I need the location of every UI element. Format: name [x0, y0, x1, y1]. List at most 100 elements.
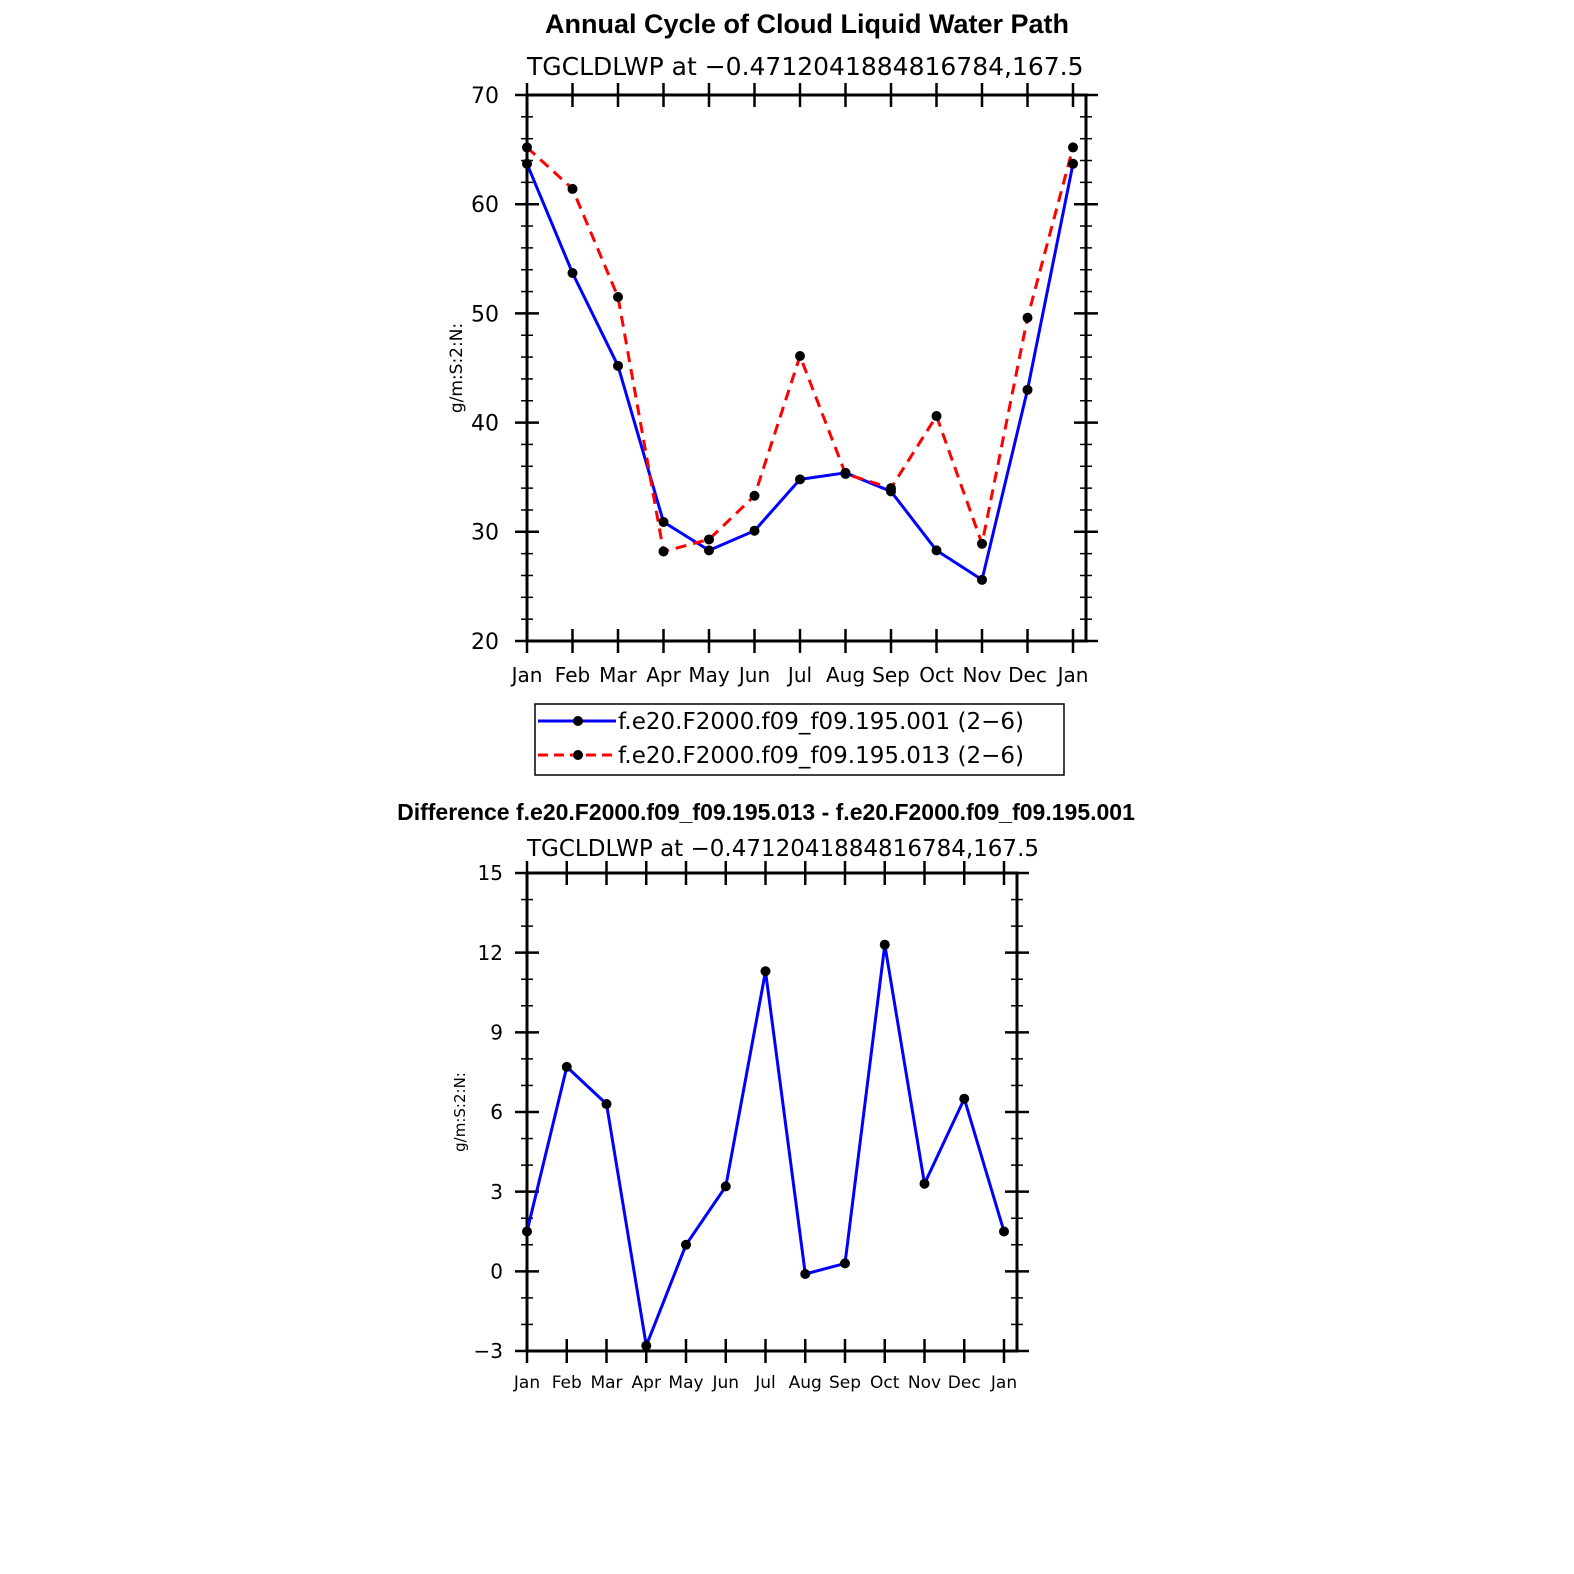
data-point-series-2	[840, 468, 851, 479]
data-point-series-2	[704, 534, 714, 545]
y-tick-labels: −3 0 3 6 9 12 15	[474, 861, 503, 1363]
data-point-series-1	[522, 158, 532, 169]
data-point-series-1	[658, 516, 669, 527]
legend-label-series-2: f.e20.F2000.f09_f09.195.013 (2−6)	[618, 743, 1024, 769]
x-tick-label: Jun	[737, 663, 770, 687]
x-tick-label: Oct	[870, 1373, 900, 1393]
plot-axes	[515, 83, 1098, 653]
x-tick-label: Aug	[789, 1373, 822, 1393]
x-tick-label: Jun	[711, 1373, 739, 1393]
chart-title: Difference f.e20.F2000.f09_f09.195.013 -…	[397, 799, 1135, 825]
data-point-series-1	[567, 267, 578, 278]
series-lines	[525, 146, 1075, 582]
data-point-series-1	[919, 1178, 930, 1189]
series-line-1	[525, 943, 1006, 1348]
x-tick-label: Jan	[513, 1373, 540, 1393]
data-point-series-2	[1022, 312, 1033, 323]
data-point-series-2	[1068, 142, 1078, 153]
chart-subtitle: TGCLDLWP at −0.4712041884816784,167.5	[526, 52, 1084, 81]
plot-frame	[525, 871, 1019, 1353]
x-tick-label: Mar	[599, 663, 638, 687]
y-tick-label: 3	[490, 1180, 503, 1204]
legend-box	[534, 703, 1065, 776]
data-point-series-1	[800, 1268, 811, 1279]
data-point-series-1	[681, 1239, 691, 1250]
y-tick-label: 15	[478, 861, 503, 885]
legend: f.e20.F2000.f09_f09.195.001 (2−6) f.e20.…	[534, 703, 1065, 776]
series-line-1	[525, 163, 1075, 582]
data-point-series-2	[658, 546, 669, 557]
data-point-series-1	[704, 545, 714, 556]
data-point-series-1	[999, 1226, 1009, 1237]
data-point-series-1	[931, 545, 942, 556]
x-tick-label: Jan	[1056, 663, 1089, 687]
data-point-series-1	[879, 939, 890, 950]
data-point-series-1	[522, 1226, 532, 1237]
y-tick-label: 0	[490, 1260, 503, 1284]
chart-title: Annual Cycle of Cloud Liquid Water Path	[545, 9, 1069, 39]
data-point-series-1	[749, 525, 760, 536]
y-axis-label: g/m:S:2:N:	[451, 1072, 469, 1152]
x-tick-label: Feb	[552, 1373, 582, 1393]
legend-label-series-1: f.e20.F2000.f09_f09.195.001 (2−6)	[618, 709, 1024, 735]
y-axis-label: g/m:S:2:N:	[447, 323, 467, 413]
series-lines	[525, 943, 1006, 1348]
data-point-series-2	[749, 490, 760, 501]
x-tick-label: Apr	[646, 663, 681, 687]
y-tick-label: 60	[471, 193, 499, 218]
x-tick-label: Oct	[919, 663, 954, 687]
y-tick-label: −3	[474, 1339, 503, 1363]
x-tick-label: Apr	[632, 1373, 661, 1393]
y-tick-label: 9	[490, 1021, 503, 1045]
data-point-series-2	[977, 538, 987, 549]
plot-frame	[525, 93, 1088, 643]
data-point-series-1	[959, 1093, 970, 1104]
data-point-series-1	[1022, 384, 1033, 395]
y-tick-label: 30	[471, 521, 499, 546]
x-tick-label: Dec	[1008, 663, 1047, 687]
data-point-series-2	[522, 142, 532, 153]
series-points	[522, 939, 1009, 1351]
y-tick-label: 70	[471, 84, 499, 109]
data-point-series-1	[641, 1340, 652, 1351]
x-tick-label: Jan	[990, 1373, 1017, 1393]
data-point-series-2	[886, 483, 896, 494]
x-tick-label: Nov	[908, 1373, 941, 1393]
y-tick-label: 6	[490, 1100, 503, 1124]
legend-marker-series-2	[573, 750, 583, 760]
data-point-series-1	[977, 574, 987, 585]
data-point-series-2	[931, 411, 942, 422]
x-tick-label: Sep	[872, 663, 910, 687]
x-tick-label: Nov	[962, 663, 1001, 687]
difference-chart: Difference f.e20.F2000.f09_f09.195.013 -…	[397, 799, 1135, 1393]
plot-axes	[515, 861, 1029, 1363]
x-tick-labels: Jan Feb Mar Apr May Jun Jul Aug Sep Oct Nov Dec Jan	[513, 1373, 1017, 1393]
x-tick-label: Aug	[826, 663, 865, 687]
y-tick-label: 12	[478, 941, 503, 965]
data-point-series-1	[795, 474, 805, 485]
data-point-series-1	[613, 360, 623, 371]
data-point-series-1	[720, 1181, 731, 1192]
data-point-series-1	[840, 1258, 850, 1269]
x-tick-label: Feb	[555, 663, 590, 687]
data-point-series-1	[760, 966, 771, 977]
data-point-series-1	[561, 1061, 572, 1072]
x-tick-label: Dec	[948, 1373, 981, 1393]
legend-marker-series-1	[573, 716, 583, 726]
x-tick-label: Jan	[510, 663, 543, 687]
x-tick-label: Sep	[829, 1373, 861, 1393]
data-point-series-2	[795, 350, 805, 361]
y-tick-label: 20	[471, 630, 499, 655]
chart-subtitle: TGCLDLWP at −0.4712041884816784,167.5	[526, 836, 1039, 862]
x-tick-labels: Jan Feb Mar Apr May Jun Jul Aug Sep Oct Nov Dec Jan	[510, 663, 1089, 687]
y-tick-labels: 20 30 40 50 60 70	[471, 84, 499, 655]
x-tick-label: Mar	[590, 1373, 622, 1393]
x-tick-label: Jul	[754, 1373, 776, 1393]
x-tick-label: Jul	[786, 663, 812, 687]
x-tick-label: May	[668, 1373, 703, 1393]
data-point-series-1	[601, 1099, 612, 1110]
series-points	[522, 142, 1078, 585]
annual-cycle-chart: Annual Cycle of Cloud Liquid Water Path …	[447, 9, 1098, 776]
y-tick-label: 40	[471, 412, 499, 437]
